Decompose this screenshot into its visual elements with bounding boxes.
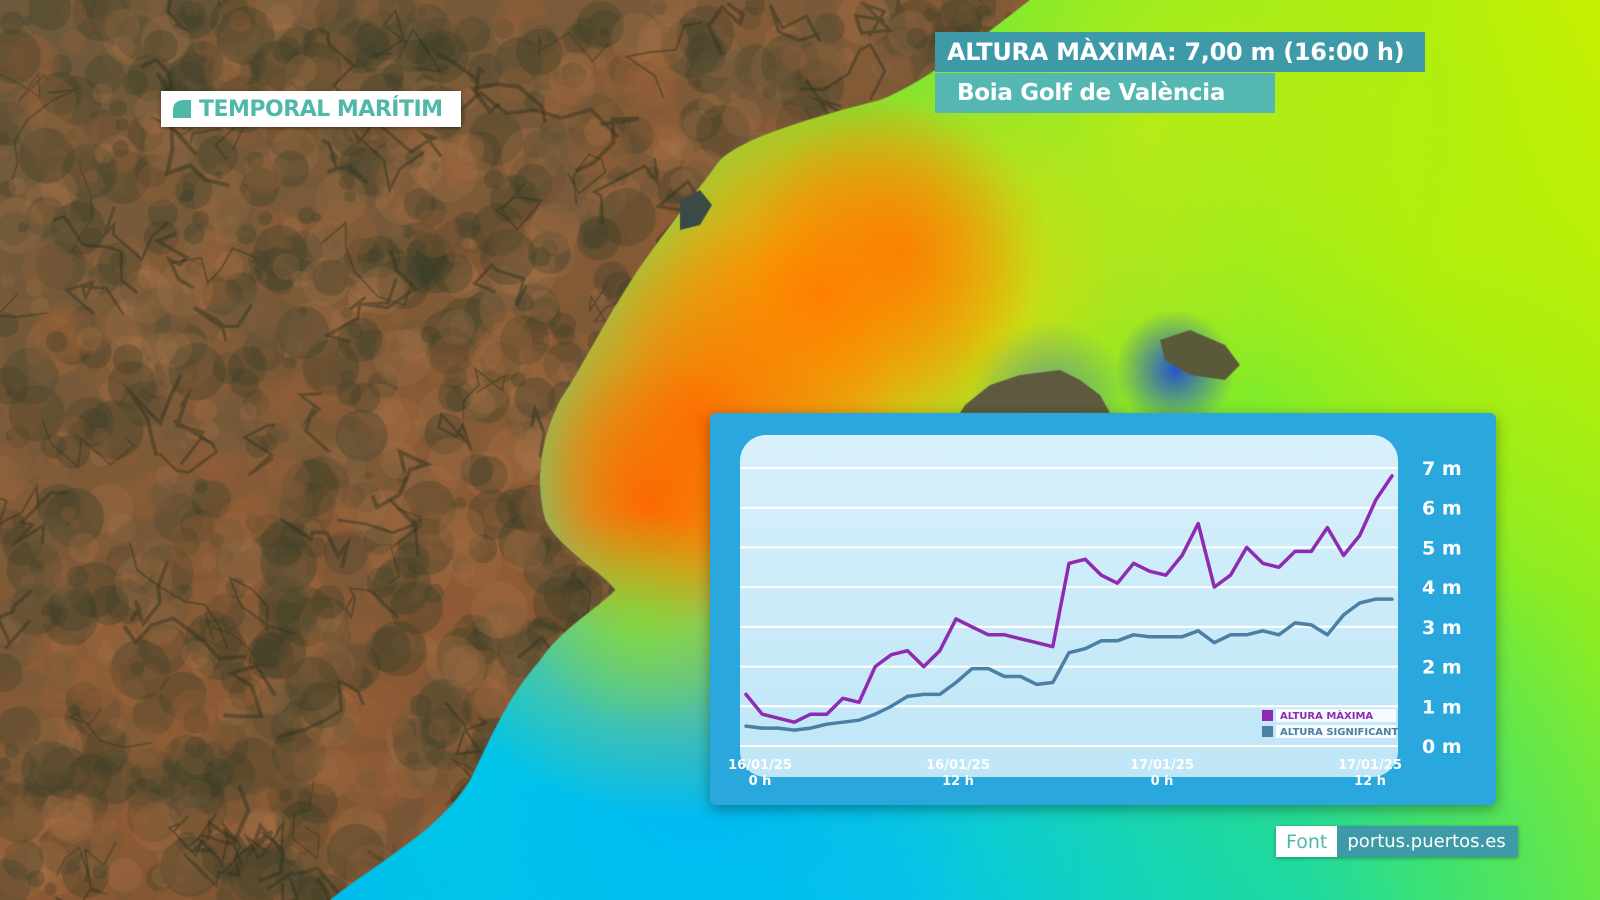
legend-label-bg	[1276, 709, 1396, 722]
y-tick-label: 6 m	[1422, 498, 1462, 520]
source-label: Font	[1276, 826, 1338, 857]
legend-label-bg	[1276, 725, 1396, 738]
legend-label: ALTURA MÀXIMA	[1280, 709, 1373, 722]
series-line-altura-significant	[744, 597, 1394, 732]
x-tick-date: 17/01/25	[1338, 758, 1402, 773]
x-tick-hour: 0 h	[749, 774, 772, 789]
buoy-subtitle: Boia Golf de València	[935, 73, 1275, 113]
source-url: portus.puertos.es	[1337, 826, 1518, 857]
x-tick-hour: 0 h	[1151, 774, 1174, 789]
section-tag-label: TEMPORAL MARÍTIM	[199, 96, 443, 122]
y-tick-label: 7 m	[1422, 458, 1462, 480]
section-tag: TEMPORAL MARÍTIM	[161, 91, 461, 127]
y-tick-label: 5 m	[1422, 537, 1462, 559]
legend-swatch	[1262, 726, 1273, 737]
source-credit: Font portus.puertos.es	[1276, 826, 1518, 857]
y-tick-label: 1 m	[1422, 696, 1462, 718]
legend-label: ALTURA SIGNIFICANT	[1280, 727, 1399, 738]
legend-swatch	[1262, 710, 1273, 721]
max-height-title: ALTURA MÀXIMA: 7,00 m (16:00 h)	[935, 32, 1425, 72]
y-tick-label: 0 m	[1422, 736, 1462, 758]
series-line-altura-maxima	[744, 474, 1394, 724]
y-tick-label: 3 m	[1422, 617, 1462, 639]
y-tick-label: 4 m	[1422, 577, 1462, 599]
x-tick-date: 16/01/25	[926, 758, 990, 773]
x-tick-hour: 12 h	[1354, 774, 1386, 789]
chart-plot-area	[740, 435, 1398, 777]
x-tick-hour: 12 h	[942, 774, 974, 789]
x-tick-date: 16/01/25	[728, 758, 792, 773]
x-tick-date: 17/01/25	[1130, 758, 1194, 773]
wave-logo-icon	[173, 100, 191, 118]
y-tick-label: 2 m	[1422, 657, 1462, 679]
wave-height-chart: 0 m1 m2 m3 m4 m5 m6 m7 m16/01/250 h16/01…	[728, 435, 1462, 789]
